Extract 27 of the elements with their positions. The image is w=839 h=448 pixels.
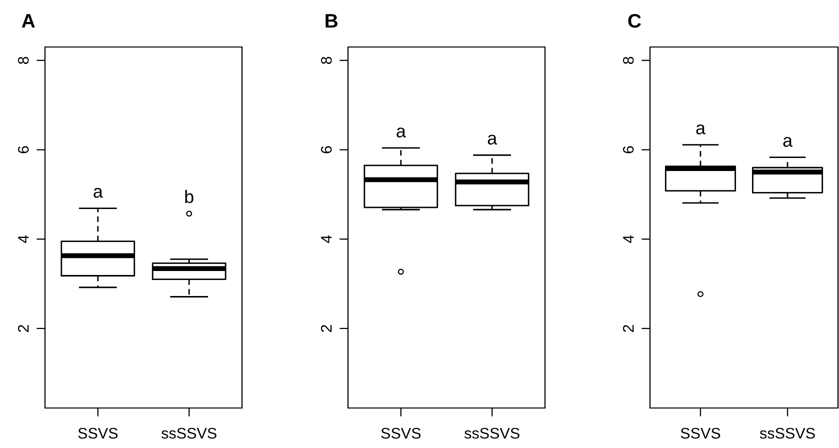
chart-title: B bbox=[326, 14, 338, 28]
y-tick-label: 4 bbox=[18, 235, 29, 244]
y-tick-label: 6 bbox=[622, 146, 634, 154]
y-tick-label: 2 bbox=[18, 324, 29, 332]
annotation: a bbox=[94, 188, 103, 198]
x-tick-label: ssSSVS bbox=[162, 428, 216, 439]
y-tick-label: 8 bbox=[18, 56, 29, 64]
y-tick-label: 2 bbox=[320, 324, 332, 332]
annotation: b bbox=[185, 190, 194, 204]
annotation: a bbox=[783, 136, 793, 147]
annotation: a bbox=[488, 134, 498, 145]
y-tick-label: 6 bbox=[18, 146, 29, 154]
x-tick-label: SSVS bbox=[78, 428, 118, 439]
annotation: a bbox=[396, 128, 406, 138]
x-tick-label: SSVS bbox=[381, 428, 421, 439]
y-tick-label: 6 bbox=[320, 146, 332, 154]
y-tick-label: 4 bbox=[623, 235, 634, 244]
annotation: a bbox=[696, 124, 706, 134]
y-tick-label: 8 bbox=[320, 56, 332, 64]
y-tick-label: 2 bbox=[622, 324, 634, 332]
chart-title: C bbox=[628, 14, 641, 28]
x-tick-label: ssSSVS bbox=[464, 428, 520, 439]
y-tick-label: 4 bbox=[321, 235, 332, 244]
y-tick-label: 8 bbox=[622, 56, 634, 64]
x-tick-label: SSVS bbox=[680, 428, 720, 439]
x-tick-label: ssSSVS bbox=[760, 428, 815, 439]
chart-title: A bbox=[22, 14, 35, 28]
